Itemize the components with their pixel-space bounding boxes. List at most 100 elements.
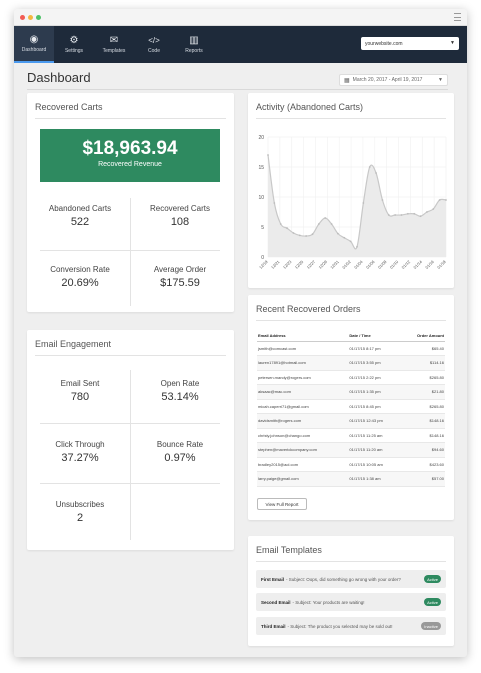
stat-label: Open Rate <box>160 379 200 388</box>
data-point <box>311 233 314 236</box>
table-row[interactable]: micah.caperri71@gmail.com 01/17/15 8:45 p… <box>257 399 445 414</box>
template-subject: - Subject: The product you selected may … <box>287 623 393 629</box>
table-header-row: Email Address Date / Time Order Amount <box>257 331 445 342</box>
status-badge[interactable]: Active <box>424 575 441 583</box>
order-email: aksaac@mac.com <box>257 384 349 400</box>
order-date: 01/17/15 1:38 am <box>348 471 402 487</box>
x-tick-label: 01/02 <box>341 259 352 270</box>
close-window-dot[interactable] <box>20 14 25 20</box>
table-row[interactable]: stephen@maverickcompany.com 01/17/15 11:2… <box>257 442 445 458</box>
stat-value: 522 <box>70 216 90 228</box>
column-header-amount[interactable]: Order Amount <box>401 331 445 342</box>
data-point <box>298 234 301 237</box>
nav-item-code[interactable]: </> Code <box>134 26 174 63</box>
nav-item-templates[interactable]: ✉ Templates <box>94 26 134 63</box>
column-header-email[interactable]: Email Address <box>257 331 349 342</box>
order-email: stephen@maverickcompany.com <box>257 442 349 458</box>
x-tick-label: 12/25 <box>294 259 305 270</box>
y-tick-label: 20 <box>258 135 264 141</box>
stat-label: Email Sent <box>60 379 100 388</box>
x-tick-label: 01/04 <box>353 259 364 270</box>
nav-item-settings[interactable]: ⚙ Settings <box>54 26 94 63</box>
email-templates-card: Email Templates First Email - Subject: O… <box>248 536 454 646</box>
maximize-window-dot[interactable] <box>36 14 41 20</box>
email-engagement-card: Email Engagement Email Sent 780 Open Rat… <box>27 330 234 550</box>
y-tick-label: 10 <box>258 195 264 201</box>
recent-orders-card: Recent Recovered Orders Email Address Da… <box>248 295 454 520</box>
status-badge[interactable]: Inactive <box>421 622 441 630</box>
x-tick-label: 01/16 <box>424 259 435 270</box>
card-title: Email Templates <box>256 545 322 555</box>
x-tick-label: 01/08 <box>377 259 388 270</box>
table-row[interactable]: lauren17891@hotmail.com 01/17/15 3:55 pm $… <box>257 355 445 371</box>
nav-item-reports[interactable]: ▥ Reports <box>174 26 214 63</box>
order-date: 01/17/15 11:25 am <box>348 428 402 443</box>
x-tick-label: 12/19 <box>258 259 269 270</box>
data-point <box>305 235 308 237</box>
gears-icon: ⚙ <box>69 35 79 46</box>
title-bar <box>14 9 467 26</box>
template-subject: - Subject: Your products are waiting! <box>292 599 365 605</box>
table-row[interactable]: jsmith@comcast.com 01/17/15 8:17 pm $65.40 <box>257 341 445 356</box>
stat-bounce-rate: Bounce Rate 0.97% <box>130 440 230 464</box>
data-point <box>317 223 320 225</box>
order-amount: $148.16 <box>401 428 445 443</box>
order-email: larry.paige@gmail.com <box>257 471 349 487</box>
data-point <box>362 202 365 204</box>
table-row[interactable]: petersen.mandy@rogers.com 01/17/15 2:22 p… <box>257 370 445 385</box>
recovered-revenue-label: Recovered Revenue <box>98 161 162 168</box>
table-row[interactable]: davidsmith@rogers.com 01/17/15 12:43 pm $1… <box>257 413 445 429</box>
view-full-report-button[interactable]: View Full Report <box>257 498 307 510</box>
stat-open-rate: Open Rate 53.14% <box>130 379 230 403</box>
data-point <box>368 166 371 168</box>
stat-recovered-carts: Recovered Carts 108 <box>130 204 230 228</box>
data-point <box>406 212 409 215</box>
nav-label: Reports <box>185 48 203 54</box>
website-select[interactable]: yourwebsite.com ▼ <box>361 37 459 50</box>
template-name: Third Email <box>261 623 286 629</box>
data-point <box>400 214 403 216</box>
stat-label: Abandoned Carts <box>48 204 112 213</box>
stat-divider-horizontal <box>40 250 220 251</box>
recovered-revenue-value: $18,963.94 <box>82 138 178 159</box>
template-row-first-email[interactable]: First Email - Subject: Oops, did somethi… <box>256 570 446 588</box>
stat-value: 37.27% <box>61 452 99 464</box>
order-amount: $65.40 <box>401 341 445 356</box>
nav-item-dashboard[interactable]: ◉ Dashboard <box>14 26 54 63</box>
date-range-value: March 20, 2017 - April 19, 2017 <box>352 77 423 83</box>
table-row[interactable]: bradley2015@aol.com 01/17/15 10:05 am $423… <box>257 457 445 472</box>
order-email: lauren17891@hotmail.com <box>257 355 349 371</box>
x-tick-label: 12/23 <box>282 259 293 270</box>
stat-label: Conversion Rate <box>50 265 110 274</box>
stat-divider-horizontal <box>40 423 220 424</box>
table-row[interactable]: aksaac@mac.com 01/17/15 1:35 pm $21.80 <box>257 384 445 400</box>
nav-label: Templates <box>102 48 126 54</box>
data-point <box>419 215 422 218</box>
stat-unsubscribes: Unsubscribes 2 <box>30 500 130 524</box>
minimize-window-dot[interactable] <box>28 14 33 20</box>
data-point <box>445 199 447 201</box>
code-icon: </> <box>148 36 160 45</box>
calendar-icon: ▦ <box>344 77 350 84</box>
data-point <box>337 232 339 235</box>
website-select-value: yourwebsite.com <box>365 40 403 47</box>
recovered-revenue-box: $18,963.94 Recovered Revenue <box>40 129 220 182</box>
envelope-icon: ✉ <box>109 35 119 46</box>
top-navbar: ◉ Dashboard ⚙ Settings ✉ Templates </> C… <box>14 26 467 63</box>
bar-chart-icon: ▥ <box>189 35 199 46</box>
column-header-date[interactable]: Date / Time <box>348 331 402 342</box>
template-row-second-email[interactable]: Second Email - Subject: Your products ar… <box>256 593 446 611</box>
activity-area-chart: 0 5 10 15 20 12/19 12/21 12/23 12/25 12/27 12/29 12… <box>258 135 447 270</box>
status-badge[interactable]: Active <box>424 598 441 606</box>
order-date: 01/17/15 11:20 am <box>348 442 402 458</box>
table-row[interactable]: larry.paige@gmail.com 01/17/15 1:38 am $57… <box>257 471 445 487</box>
x-tick-label: 12/31 <box>329 259 340 270</box>
template-subject: - Subject: Oops, did something go wrong … <box>286 576 401 582</box>
table-row[interactable]: christy.johnson@chango.com 01/17/15 11:25… <box>257 428 445 443</box>
order-amount: $265.80 <box>401 370 445 385</box>
data-point <box>413 212 416 215</box>
hamburger-menu-icon[interactable] <box>454 13 461 21</box>
y-tick-label: 0 <box>261 255 264 261</box>
template-row-third-email[interactable]: Third Email - Subject: The product you s… <box>256 617 446 635</box>
date-range-picker[interactable]: ▦ March 20, 2017 - April 19, 2017 ▼ <box>339 74 448 86</box>
